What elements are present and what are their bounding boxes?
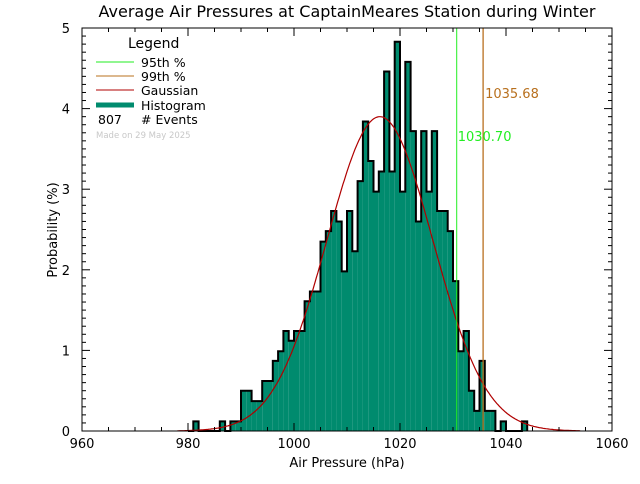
histogram-bar <box>267 381 273 431</box>
y-tick-label: 4 <box>62 103 70 118</box>
chart-title: Average Air Pressures at CaptainMeares S… <box>99 2 596 21</box>
histogram-bar <box>241 390 247 431</box>
y-tick-label: 3 <box>62 183 70 198</box>
histogram-bar <box>431 131 438 431</box>
histogram-bar <box>442 210 448 431</box>
histogram-bar <box>453 281 459 431</box>
histogram-bar <box>320 241 326 431</box>
y-tick-label: 5 <box>62 22 70 37</box>
histogram-bar <box>246 390 252 431</box>
histogram-outline <box>188 40 529 432</box>
legend-title: Legend <box>128 36 179 52</box>
histogram-bar <box>447 231 453 431</box>
x-tick-labels: 960 980 1000 1020 1040 1060 <box>70 437 629 452</box>
histogram-bar <box>294 331 300 431</box>
made-on-note: Made on 29 May 2025 <box>96 131 191 141</box>
histogram-bar <box>394 41 400 432</box>
x-tick-label: 1000 <box>277 437 310 452</box>
x-tick-label: 1020 <box>383 437 416 452</box>
histogram-bar <box>315 291 321 431</box>
histogram-bar <box>389 171 395 431</box>
histogram-bar <box>458 351 464 431</box>
histogram-bar <box>256 401 263 431</box>
percentile-99-label: 1035.68 <box>485 87 539 102</box>
legend-label-gaussian: Gaussian <box>141 83 198 98</box>
histogram-bar <box>304 301 310 431</box>
histogram-bars <box>188 40 529 432</box>
events-count: 807 <box>98 112 122 127</box>
legend: Legend 95th % 99th % Gaussian Histogram … <box>96 36 206 141</box>
histogram-bar <box>283 331 289 431</box>
histogram-bar <box>437 210 443 431</box>
histogram-bar <box>299 331 305 431</box>
x-tick-label: 980 <box>176 437 201 452</box>
histogram-bar <box>347 210 353 431</box>
histogram-bar <box>278 351 284 431</box>
histogram-bar <box>341 271 347 431</box>
histogram-bar <box>484 410 491 431</box>
histogram-bar <box>230 421 236 431</box>
y-axis-label: Probability (%) <box>46 182 61 277</box>
axis-ticks <box>81 27 613 432</box>
histogram-bar <box>490 410 496 431</box>
x-tick-label: 1040 <box>489 437 522 452</box>
histogram-bar <box>474 410 480 431</box>
histogram-bar <box>479 360 485 431</box>
histogram-bar <box>336 221 342 431</box>
histogram-bar <box>235 421 241 431</box>
histogram-bar <box>410 131 416 431</box>
percentile-95-label: 1030.70 <box>458 130 512 145</box>
histogram-bar <box>331 210 337 431</box>
histogram-bar <box>415 221 422 431</box>
events-label: # Events <box>141 112 198 127</box>
histogram-bar <box>357 181 363 431</box>
histogram-bar <box>368 160 374 432</box>
histogram-bar <box>463 331 469 431</box>
histogram-bar <box>378 171 385 431</box>
histogram-bar <box>521 421 528 431</box>
legend-label-95: 95th % <box>141 55 186 70</box>
legend-label-99: 99th % <box>141 69 186 84</box>
histogram-bar <box>468 390 475 431</box>
histogram-bar <box>193 421 199 431</box>
y-tick-label: 0 <box>62 425 70 440</box>
histogram-bar <box>421 131 427 431</box>
histogram-bar <box>362 121 369 431</box>
histogram-bar <box>288 340 294 431</box>
y-tick-label: 2 <box>62 264 70 279</box>
gaussian-curve <box>177 116 581 432</box>
histogram-bar <box>325 231 332 431</box>
y-tick-label: 1 <box>62 344 70 359</box>
histogram-bar <box>251 401 257 431</box>
histogram-bar <box>400 191 406 431</box>
x-tick-label: 1060 <box>595 437 628 452</box>
histogram-bar <box>309 291 316 431</box>
histogram-bar <box>405 61 411 432</box>
histogram-bar <box>426 191 432 431</box>
x-axis-label: Air Pressure (hPa) <box>289 456 404 471</box>
histogram-bar <box>500 421 506 431</box>
histogram-bar <box>384 71 390 432</box>
histogram-bar <box>219 421 226 431</box>
histogram-bar <box>262 381 268 431</box>
legend-label-histogram: Histogram <box>141 98 206 113</box>
x-tick-label: 960 <box>70 437 95 452</box>
histogram-bar <box>373 191 379 431</box>
y-tick-labels: 0 1 2 3 4 5 <box>62 22 70 440</box>
histogram-bar <box>352 251 358 431</box>
histogram-bar <box>272 360 279 431</box>
